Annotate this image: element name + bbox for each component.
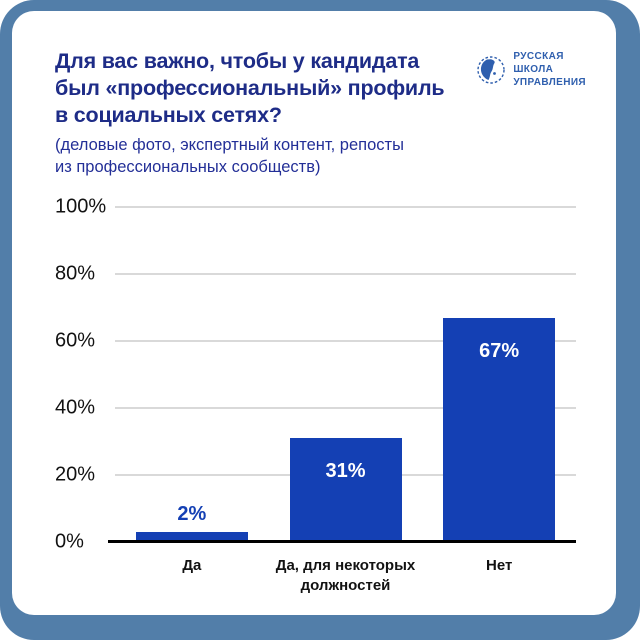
bar-slot: 2% (115, 207, 269, 542)
bars: 2% 31% 67% (115, 207, 576, 542)
x-category-label: Да (182, 557, 202, 574)
rsu-logo-text: РУССКАЯ ШКОЛА УПРАВЛЕНИЯ (513, 51, 586, 88)
y-tick-label: 60% (55, 329, 96, 352)
rsu-logo: РУССКАЯ ШКОЛА УПРАВЛЕНИЯ (476, 50, 586, 89)
y-tick-label: 100% (55, 195, 107, 218)
gridline (115, 340, 576, 342)
y-tick-label: 40% (55, 396, 96, 419)
chart-subtitle: (деловые фото, экспертный контент, репос… (55, 136, 404, 176)
x-axis-categories: Да Да, для некоторых должностей Нет (115, 556, 576, 596)
bar-slot: 67% (422, 207, 576, 542)
y-tick-label: 80% (55, 262, 96, 285)
gridline (115, 273, 576, 275)
rsu-globe-icon (477, 55, 506, 84)
bar-value-label: 31% (325, 460, 366, 483)
bar (135, 532, 248, 542)
x-category-label: Да, для некоторых должностей (275, 557, 416, 594)
gridline (115, 206, 576, 208)
chart-title: Для вас важно, чтобы у кандидата (55, 49, 420, 73)
y-tick-label: 0% (55, 530, 84, 553)
gridline (115, 407, 576, 409)
bar (289, 438, 402, 542)
x-category-label: Нет (486, 557, 513, 574)
bar-value-label: 2% (177, 503, 207, 525)
chart-title: в социальных сетях? (55, 103, 282, 127)
chart-title: был «профессиональный» профиль (55, 76, 445, 100)
y-tick-label: 20% (55, 463, 96, 486)
chart-title-block: Для вас важно, чтобы у кандидата был «пр… (55, 48, 495, 178)
bar (443, 317, 556, 542)
bar-slot: 31% (269, 207, 423, 542)
bar-value-label: 67% (479, 339, 520, 362)
x-axis-baseline (108, 540, 576, 543)
bar-chart: 100% 80% 60% 40% 20% 0% 2% 31% 67% Да Да, для не… (55, 190, 576, 620)
